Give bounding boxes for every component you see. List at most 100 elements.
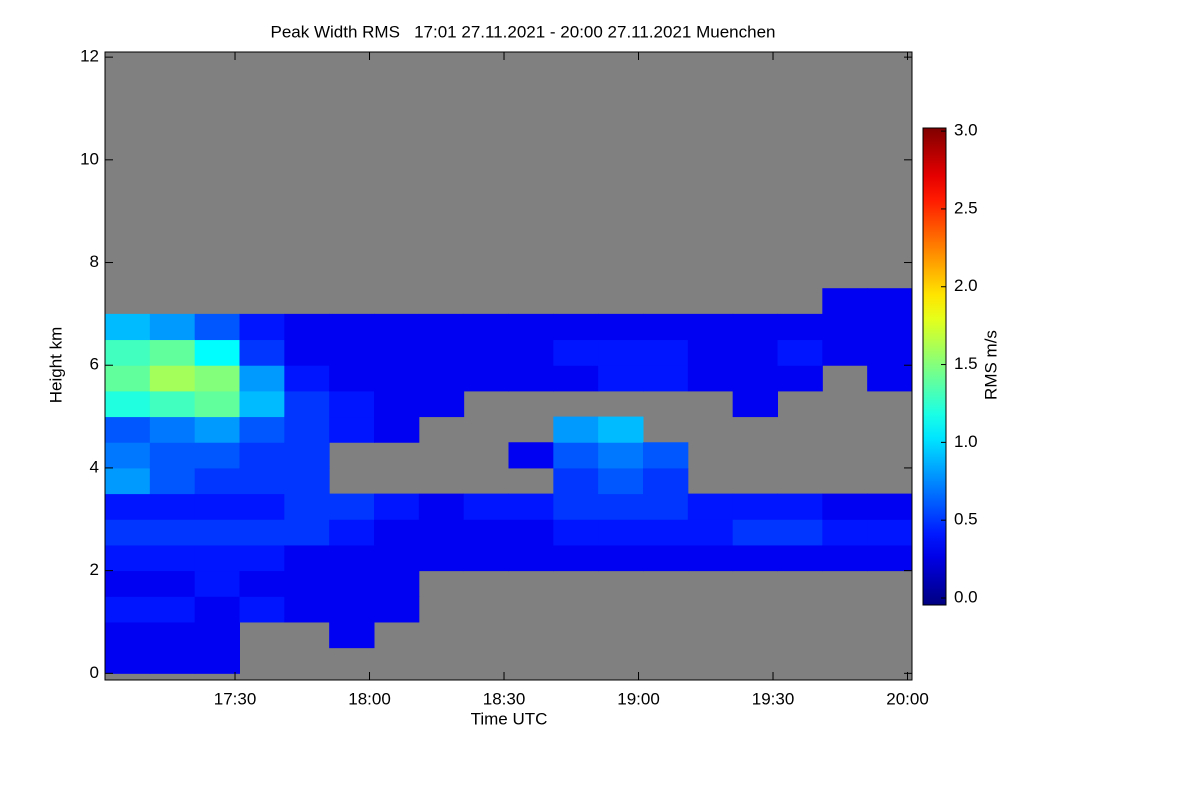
heatmap-cell	[463, 544, 509, 572]
heatmap-cell	[643, 519, 689, 546]
heatmap-cell	[105, 493, 151, 520]
colorbar-tick-label: 0.5	[954, 510, 978, 529]
heatmap-cell	[329, 621, 375, 649]
heatmap-cell	[687, 493, 734, 520]
heatmap-cell	[149, 365, 196, 392]
heatmap-cell	[105, 442, 151, 469]
heatmap-cell	[105, 467, 151, 495]
heatmap-cell	[553, 467, 599, 495]
heatmap-cell	[194, 467, 240, 495]
heatmap-cell	[329, 416, 375, 443]
heatmap-cell	[284, 339, 330, 366]
heatmap-cell	[777, 339, 823, 366]
heatmap-cell	[239, 467, 285, 495]
heatmap-cell	[329, 493, 375, 520]
heatmap-cell	[239, 390, 285, 418]
heatmap-cell	[239, 339, 285, 366]
heatmap-cell	[194, 519, 240, 546]
chart-title: Peak Width RMS 17:01 27.11.2021 - 20:00 …	[271, 22, 776, 41]
x-tick-label: 19:00	[617, 689, 660, 708]
y-tick-label: 2	[90, 560, 99, 579]
heatmap-cell	[284, 519, 330, 546]
heatmap-cell	[194, 596, 240, 623]
heatmap-cell	[777, 544, 823, 572]
heatmap-cell	[643, 313, 689, 341]
heatmap-cell	[553, 519, 599, 546]
heatmap-cell	[777, 519, 823, 546]
heatmap-cell	[194, 365, 240, 392]
heatmap-cell	[105, 647, 151, 674]
heatmap-cell	[822, 493, 868, 520]
heatmap-cell	[149, 339, 196, 366]
x-axis-label: Time UTC	[471, 709, 548, 728]
y-tick-label: 12	[80, 47, 99, 66]
heatmap-cell	[418, 313, 465, 341]
heatmap-cell	[598, 416, 644, 443]
heatmap-cell	[553, 416, 599, 443]
heatmap-cell	[284, 365, 330, 392]
heatmap-cell	[149, 596, 196, 623]
heatmap-cell	[418, 493, 465, 520]
heatmap-cell	[508, 339, 554, 366]
heatmap-cell	[777, 313, 823, 341]
heatmap-cell	[867, 493, 913, 520]
heatmap-cell	[822, 313, 868, 341]
x-tick-label: 19:30	[752, 689, 795, 708]
heatmap-cell	[284, 442, 330, 469]
colorbar-tick-label: 1.5	[954, 354, 978, 373]
heatmap-cell	[598, 544, 644, 572]
heatmap-cell	[418, 390, 465, 418]
heatmap-cell	[374, 365, 420, 392]
heatmap-cell	[732, 313, 778, 341]
heatmap-cell	[374, 544, 420, 572]
heatmap-cell	[284, 313, 330, 341]
heatmap-cell	[105, 365, 151, 392]
heatmap-cell	[732, 493, 778, 520]
heatmap-cell	[508, 493, 554, 520]
heatmap-cell	[777, 493, 823, 520]
heatmap-cell	[284, 493, 330, 520]
heatmap-cell	[239, 544, 285, 572]
heatmap-cell	[284, 416, 330, 443]
heatmap-cell	[239, 416, 285, 443]
heatmap-cell	[149, 467, 196, 495]
heatmap-cell	[105, 390, 151, 418]
heatmap-cell	[643, 467, 689, 495]
heatmap-cell	[822, 519, 868, 546]
heatmap-cell	[867, 288, 913, 315]
heatmap-cell	[284, 570, 330, 597]
y-tick-label: 8	[90, 252, 99, 271]
colorbar	[922, 127, 947, 606]
heatmap-cell	[508, 442, 554, 469]
heatmap-cell	[239, 442, 285, 469]
heatmap-cell	[553, 365, 599, 392]
heatmap-cell	[508, 313, 554, 341]
heatmap-cell	[418, 519, 465, 546]
heatmap-cell	[329, 365, 375, 392]
heatmap-cell	[732, 544, 778, 572]
colorbar-tick-label: 0.0	[954, 587, 978, 606]
heatmap-cell	[374, 519, 420, 546]
x-tick-label: 17:30	[214, 689, 257, 708]
heatmap-cell	[149, 544, 196, 572]
heatmap-cell	[329, 313, 375, 341]
x-tick-label: 18:00	[348, 689, 391, 708]
heatmap-cell	[374, 493, 420, 520]
heatmap-cell	[105, 570, 151, 597]
heatmap-cell	[239, 570, 285, 597]
heatmap-cell	[329, 339, 375, 366]
heatmap-cell	[284, 467, 330, 495]
colorbar-label: RMS m/s	[981, 330, 1000, 400]
heatmap-cell	[284, 544, 330, 572]
heatmap-cell	[418, 339, 465, 366]
heatmap-cell	[149, 493, 196, 520]
heatmap-cell	[105, 416, 151, 443]
heatmap-cell	[284, 596, 330, 623]
heatmap-cell	[149, 621, 196, 649]
heatmap-cell	[374, 570, 420, 597]
heatmap-cell	[687, 365, 734, 392]
heatmap-cell	[643, 442, 689, 469]
heatmap-cell	[329, 570, 375, 597]
heatmap-cell	[463, 365, 509, 392]
